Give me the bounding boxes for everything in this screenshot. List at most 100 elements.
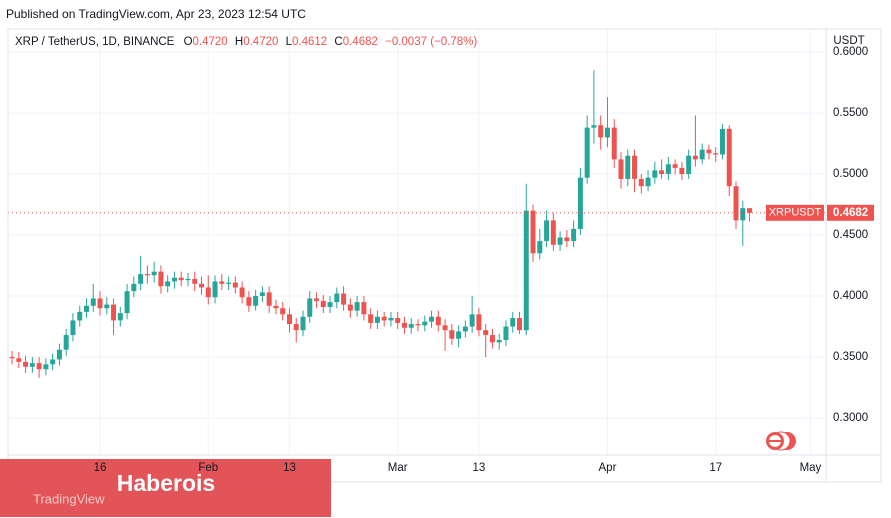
candle-body xyxy=(185,279,190,280)
candle-body xyxy=(287,314,292,324)
candle-body xyxy=(429,317,434,322)
candle-body xyxy=(206,287,211,297)
candle-body xyxy=(199,284,204,288)
candle-body xyxy=(639,179,644,186)
candle-body xyxy=(307,298,312,316)
candle-body xyxy=(348,305,353,311)
x-tick-label: Feb xyxy=(198,462,218,474)
candle-body xyxy=(57,350,62,360)
symbol: XRP / TetherUS, 1D, BINANCE xyxy=(15,36,175,48)
candle-body xyxy=(463,327,468,332)
candle-body xyxy=(328,302,333,307)
open-key: O xyxy=(184,36,193,48)
high-key: H xyxy=(235,36,243,48)
candle-body xyxy=(253,296,258,306)
close-value: 0.4682 xyxy=(343,36,378,48)
candle-body xyxy=(666,164,671,174)
candle-body xyxy=(632,156,637,179)
candle-body xyxy=(165,281,170,286)
y-tick-label: 0.3000 xyxy=(833,412,868,424)
candle-body xyxy=(23,362,28,367)
x-tick-label: 17 xyxy=(709,462,722,474)
x-tick-label: 16 xyxy=(94,462,107,474)
candle-body xyxy=(700,150,705,160)
high-value: 0.4720 xyxy=(243,36,278,48)
candle-body xyxy=(382,317,387,321)
candle-body xyxy=(321,301,326,307)
candle-body xyxy=(375,317,380,323)
candle-body xyxy=(646,178,651,187)
candle-body xyxy=(395,318,400,323)
candle-body xyxy=(267,292,272,305)
candle-body xyxy=(564,237,569,241)
candle-body xyxy=(226,283,231,284)
candle-body xyxy=(37,363,42,369)
candle-body xyxy=(246,297,251,306)
candle-body xyxy=(240,287,245,297)
candle-body xyxy=(334,294,339,303)
candle-body xyxy=(625,156,630,179)
x-tick-label: 13 xyxy=(283,462,296,474)
candle-body xyxy=(409,324,414,328)
candle-body xyxy=(443,325,448,330)
candle-body xyxy=(172,278,177,282)
candle-body xyxy=(436,317,441,326)
candle-body xyxy=(531,211,536,254)
candle-body xyxy=(138,274,143,284)
change: −0.0037 (−0.78%) xyxy=(385,36,477,48)
candle-body xyxy=(679,168,684,174)
candle-body xyxy=(361,302,366,314)
candle-body xyxy=(456,331,461,338)
candle-body xyxy=(10,357,15,358)
candle-body xyxy=(341,294,346,305)
candle-body xyxy=(125,291,130,313)
y-tick-label: 0.6000 xyxy=(833,46,868,58)
candle-body xyxy=(571,229,576,241)
candle-body xyxy=(537,241,542,253)
candle-body xyxy=(104,305,109,309)
candle-body xyxy=(517,318,522,330)
logo: TradingView xyxy=(33,491,105,506)
x-tick-label: May xyxy=(800,462,822,474)
x-tick-label: Mar xyxy=(388,462,408,474)
candle-body xyxy=(91,298,96,305)
candle-body xyxy=(300,317,305,330)
candle-body xyxy=(490,335,495,342)
candle-body xyxy=(544,220,549,241)
candle-body xyxy=(219,281,224,283)
candle-body xyxy=(713,153,718,154)
candle-body xyxy=(233,283,238,288)
candle-body xyxy=(605,128,610,138)
candle-body xyxy=(503,327,508,340)
price-tag-name: XRPUSDT xyxy=(769,207,822,219)
candle-body xyxy=(30,363,35,367)
x-tick-label: 13 xyxy=(473,462,486,474)
candle-body xyxy=(497,340,502,342)
candle-body xyxy=(145,274,150,275)
y-tick-label: 0.4500 xyxy=(833,229,868,241)
currency-flag xyxy=(766,432,796,450)
candle-body xyxy=(598,125,603,137)
low-value: 0.4612 xyxy=(292,36,327,48)
candle-body xyxy=(612,128,617,160)
y-tick-label: 0.3500 xyxy=(833,351,868,363)
candle-body xyxy=(84,306,89,312)
candle-body xyxy=(294,324,299,330)
published-note: Published on TradingView.com, Apr 23, 20… xyxy=(6,7,306,21)
candle-body xyxy=(476,314,481,330)
y-tick-label: 0.4000 xyxy=(833,290,868,302)
candle-body xyxy=(551,220,556,244)
candle-body xyxy=(720,129,725,155)
candle-body xyxy=(693,156,698,160)
candle-body xyxy=(152,272,157,276)
candle-body xyxy=(578,178,583,229)
candle-body xyxy=(355,302,360,311)
candle-body xyxy=(402,323,407,328)
candle-body xyxy=(280,308,285,314)
candle-body xyxy=(686,156,691,174)
candle-body xyxy=(706,150,711,154)
candle-body xyxy=(652,170,657,177)
candle-body xyxy=(192,279,197,284)
candle-body xyxy=(449,330,454,339)
